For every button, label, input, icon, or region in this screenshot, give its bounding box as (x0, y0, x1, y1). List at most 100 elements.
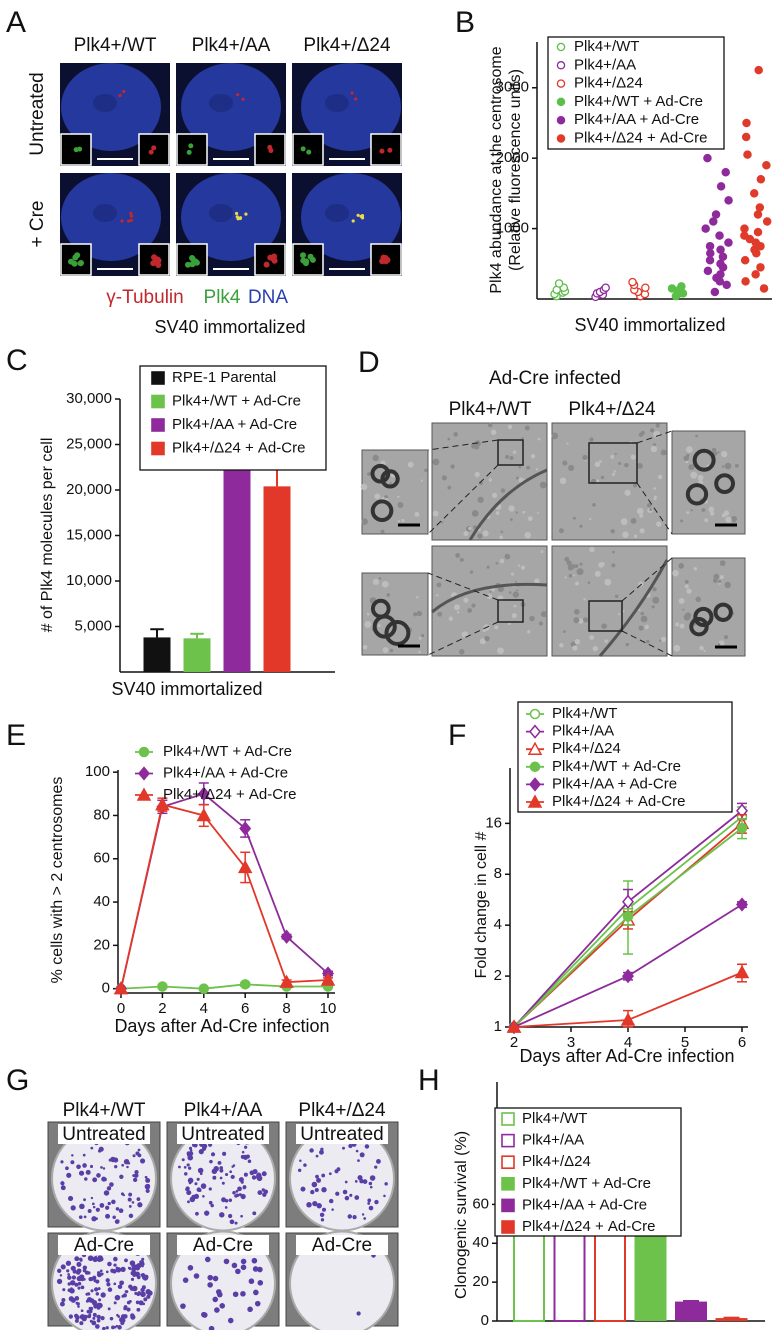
legend-symbol (151, 441, 165, 456)
em-texture (652, 587, 657, 592)
colony (140, 1158, 146, 1164)
em-texture (530, 454, 536, 459)
colony (92, 1205, 96, 1209)
colony (210, 1152, 216, 1157)
em-texture (633, 534, 638, 538)
colony (237, 1186, 242, 1192)
colony (180, 1303, 186, 1309)
em-texture (582, 454, 588, 461)
colony (182, 1277, 189, 1283)
point (740, 231, 749, 240)
em-texture (413, 612, 418, 617)
panel-label: C (6, 344, 28, 377)
colony (109, 1182, 114, 1187)
colony (221, 1181, 225, 1185)
em-texture (577, 618, 584, 624)
colony (186, 1163, 190, 1167)
legend-label: Plk4+/Δ24 (574, 75, 643, 92)
colony (185, 1188, 189, 1191)
colony (183, 1165, 187, 1169)
colony (145, 1188, 150, 1194)
em-texture (636, 462, 643, 469)
colony (119, 1317, 125, 1323)
colony (254, 1300, 261, 1307)
colony (75, 1315, 80, 1320)
colony (247, 1306, 253, 1313)
colony (82, 1163, 87, 1168)
em-texture (594, 461, 601, 468)
em-texture (420, 479, 424, 482)
em-texture (507, 424, 513, 430)
em-texture (540, 611, 548, 618)
em-texture (477, 533, 483, 539)
colony (107, 1307, 111, 1311)
legend-symbol (151, 418, 165, 432)
colony (82, 1268, 87, 1273)
colony (115, 1207, 120, 1211)
em-texture (486, 565, 490, 569)
colony (68, 1314, 73, 1319)
colony (67, 1275, 72, 1280)
colony (256, 1172, 262, 1179)
colony (367, 1198, 372, 1203)
em-texture (713, 573, 720, 580)
inset-spot (379, 148, 385, 154)
nucleolus (93, 204, 117, 222)
colony (336, 1167, 341, 1172)
colony (240, 1214, 243, 1218)
em-texture (640, 615, 648, 623)
em-texture (382, 647, 389, 654)
inset-spot (270, 255, 277, 262)
colony (252, 1211, 257, 1216)
em-texture (601, 623, 607, 629)
column-header: Plk4+/WT (74, 35, 157, 56)
colony (134, 1169, 139, 1175)
panel-label: F (448, 719, 466, 752)
column-header: Plk4+/AA (192, 35, 271, 56)
em-texture (709, 511, 715, 516)
bar (675, 1301, 707, 1321)
legend-label: Plk4+/WT + Ad-Cre (163, 743, 292, 760)
x-tick-label: 4 (200, 1000, 208, 1017)
inset-spot (387, 147, 393, 153)
em-texture (384, 495, 389, 500)
colony (113, 1256, 118, 1262)
em-texture (512, 450, 517, 454)
em-texture (650, 445, 658, 453)
colony (141, 1285, 146, 1290)
colony (78, 1170, 85, 1176)
colony (114, 1219, 120, 1224)
em-texture (527, 630, 531, 634)
em-texture (583, 617, 589, 623)
em-texture (487, 422, 493, 428)
colony (105, 1278, 110, 1283)
colony (384, 1182, 388, 1186)
colony (241, 1150, 245, 1154)
x-tick-label: 6 (738, 1034, 746, 1051)
em-texture (537, 437, 541, 441)
em-texture (564, 556, 570, 562)
y-tick-label: 8 (494, 865, 502, 882)
em-texture (436, 594, 439, 597)
em-image (431, 422, 548, 541)
colony (228, 1198, 233, 1202)
legend-symbol (501, 1155, 515, 1169)
legend-label: RPE-1 Parental (172, 369, 276, 386)
em-texture (656, 521, 662, 527)
colony (300, 1186, 306, 1192)
point (703, 153, 712, 163)
em-texture (504, 553, 511, 560)
colony (67, 1273, 70, 1276)
em-texture (701, 508, 706, 512)
marker (196, 807, 212, 822)
colony (109, 1316, 114, 1321)
colony (93, 1287, 99, 1292)
em-texture (563, 630, 566, 634)
marker (237, 859, 253, 874)
colony (298, 1168, 302, 1172)
em-texture (647, 503, 652, 508)
em-texture (600, 475, 605, 480)
legend-label: Plk4+/WT + Ad-Cre (552, 758, 681, 775)
em-texture (660, 636, 667, 643)
em-texture (718, 582, 721, 585)
